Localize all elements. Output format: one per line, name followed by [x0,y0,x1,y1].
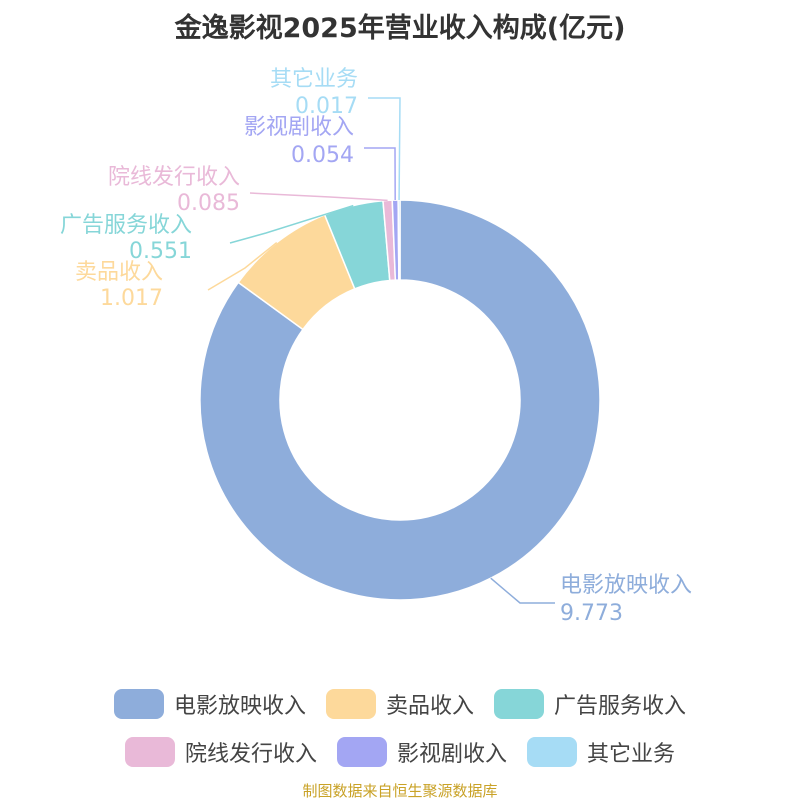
donut-slice[interactable] [397,199,401,281]
slice-value-label: 0.054 [291,143,354,168]
legend-row-2: 院线发行收入 影视剧收入 其它业务 [0,736,800,768]
leader-line [368,97,401,201]
leader-line [207,241,278,291]
legend-swatch [325,689,376,719]
legend-item-other[interactable]: 其它业务 [527,736,675,768]
slice-value-label: 0.085 [177,191,240,216]
leader-line [364,147,396,201]
legend-item-screening[interactable]: 电影放映收入 [113,688,306,720]
chart-title: 金逸影视2025年营业收入构成(亿元) [174,13,626,44]
legend-swatch [494,689,544,719]
slice-value-label: 1.017 [100,286,163,311]
leader-line [229,204,354,244]
slice-name-label: 卖品收入 [75,260,163,285]
slice-name-label: 广告服务收入 [60,213,192,238]
slice-value-label: 0.017 [295,94,358,119]
legend-swatch [336,737,387,767]
leader-line [249,192,388,202]
slice-name-label: 其它业务 [270,67,358,92]
slice-value-label: 9.773 [560,601,623,626]
legend-label: 卖品收入 [385,694,474,719]
legend-label: 广告服务收入 [554,694,687,719]
slice-name-label: 院线发行收入 [108,165,240,190]
legend-swatch [527,737,577,767]
slice-value-label: 0.551 [129,239,192,264]
legend-label: 电影放映收入 [173,694,306,719]
data-source-note: 制图数据来自恒生聚源数据库 [302,782,498,800]
leader-line [490,577,555,604]
legend-swatch [124,737,175,767]
legend-label: 影视剧收入 [396,742,507,767]
legend-item-advertising[interactable]: 广告服务收入 [494,688,686,720]
legend-item-concession[interactable]: 卖品收入 [325,688,474,720]
legend-label: 院线发行收入 [184,742,317,767]
slice-name-label: 影视剧收入 [244,115,354,140]
legend-item-distribution[interactable]: 院线发行收入 [124,736,317,768]
legend-row-1: 电影放映收入 卖品收入 广告服务收入 [0,688,800,720]
donut-slice[interactable] [199,199,601,601]
legend-label: 其它业务 [587,742,676,767]
slice-name-label: 电影放映收入 [560,573,692,598]
legend-item-film-tv[interactable]: 影视剧收入 [336,736,507,768]
legend-swatch [113,689,164,719]
